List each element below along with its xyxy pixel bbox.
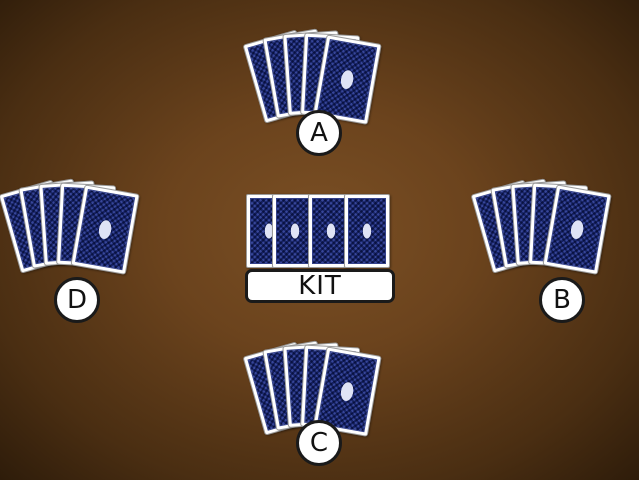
player-c-badge: C: [296, 420, 342, 466]
player-b-badge: B: [539, 277, 585, 323]
player-d-badge: D: [54, 277, 100, 323]
kit-pile[interactable]: [244, 194, 396, 270]
kit-card-back[interactable]: [344, 194, 390, 268]
kit-label: KIT: [245, 269, 395, 303]
player-a-badge: A: [296, 110, 342, 156]
